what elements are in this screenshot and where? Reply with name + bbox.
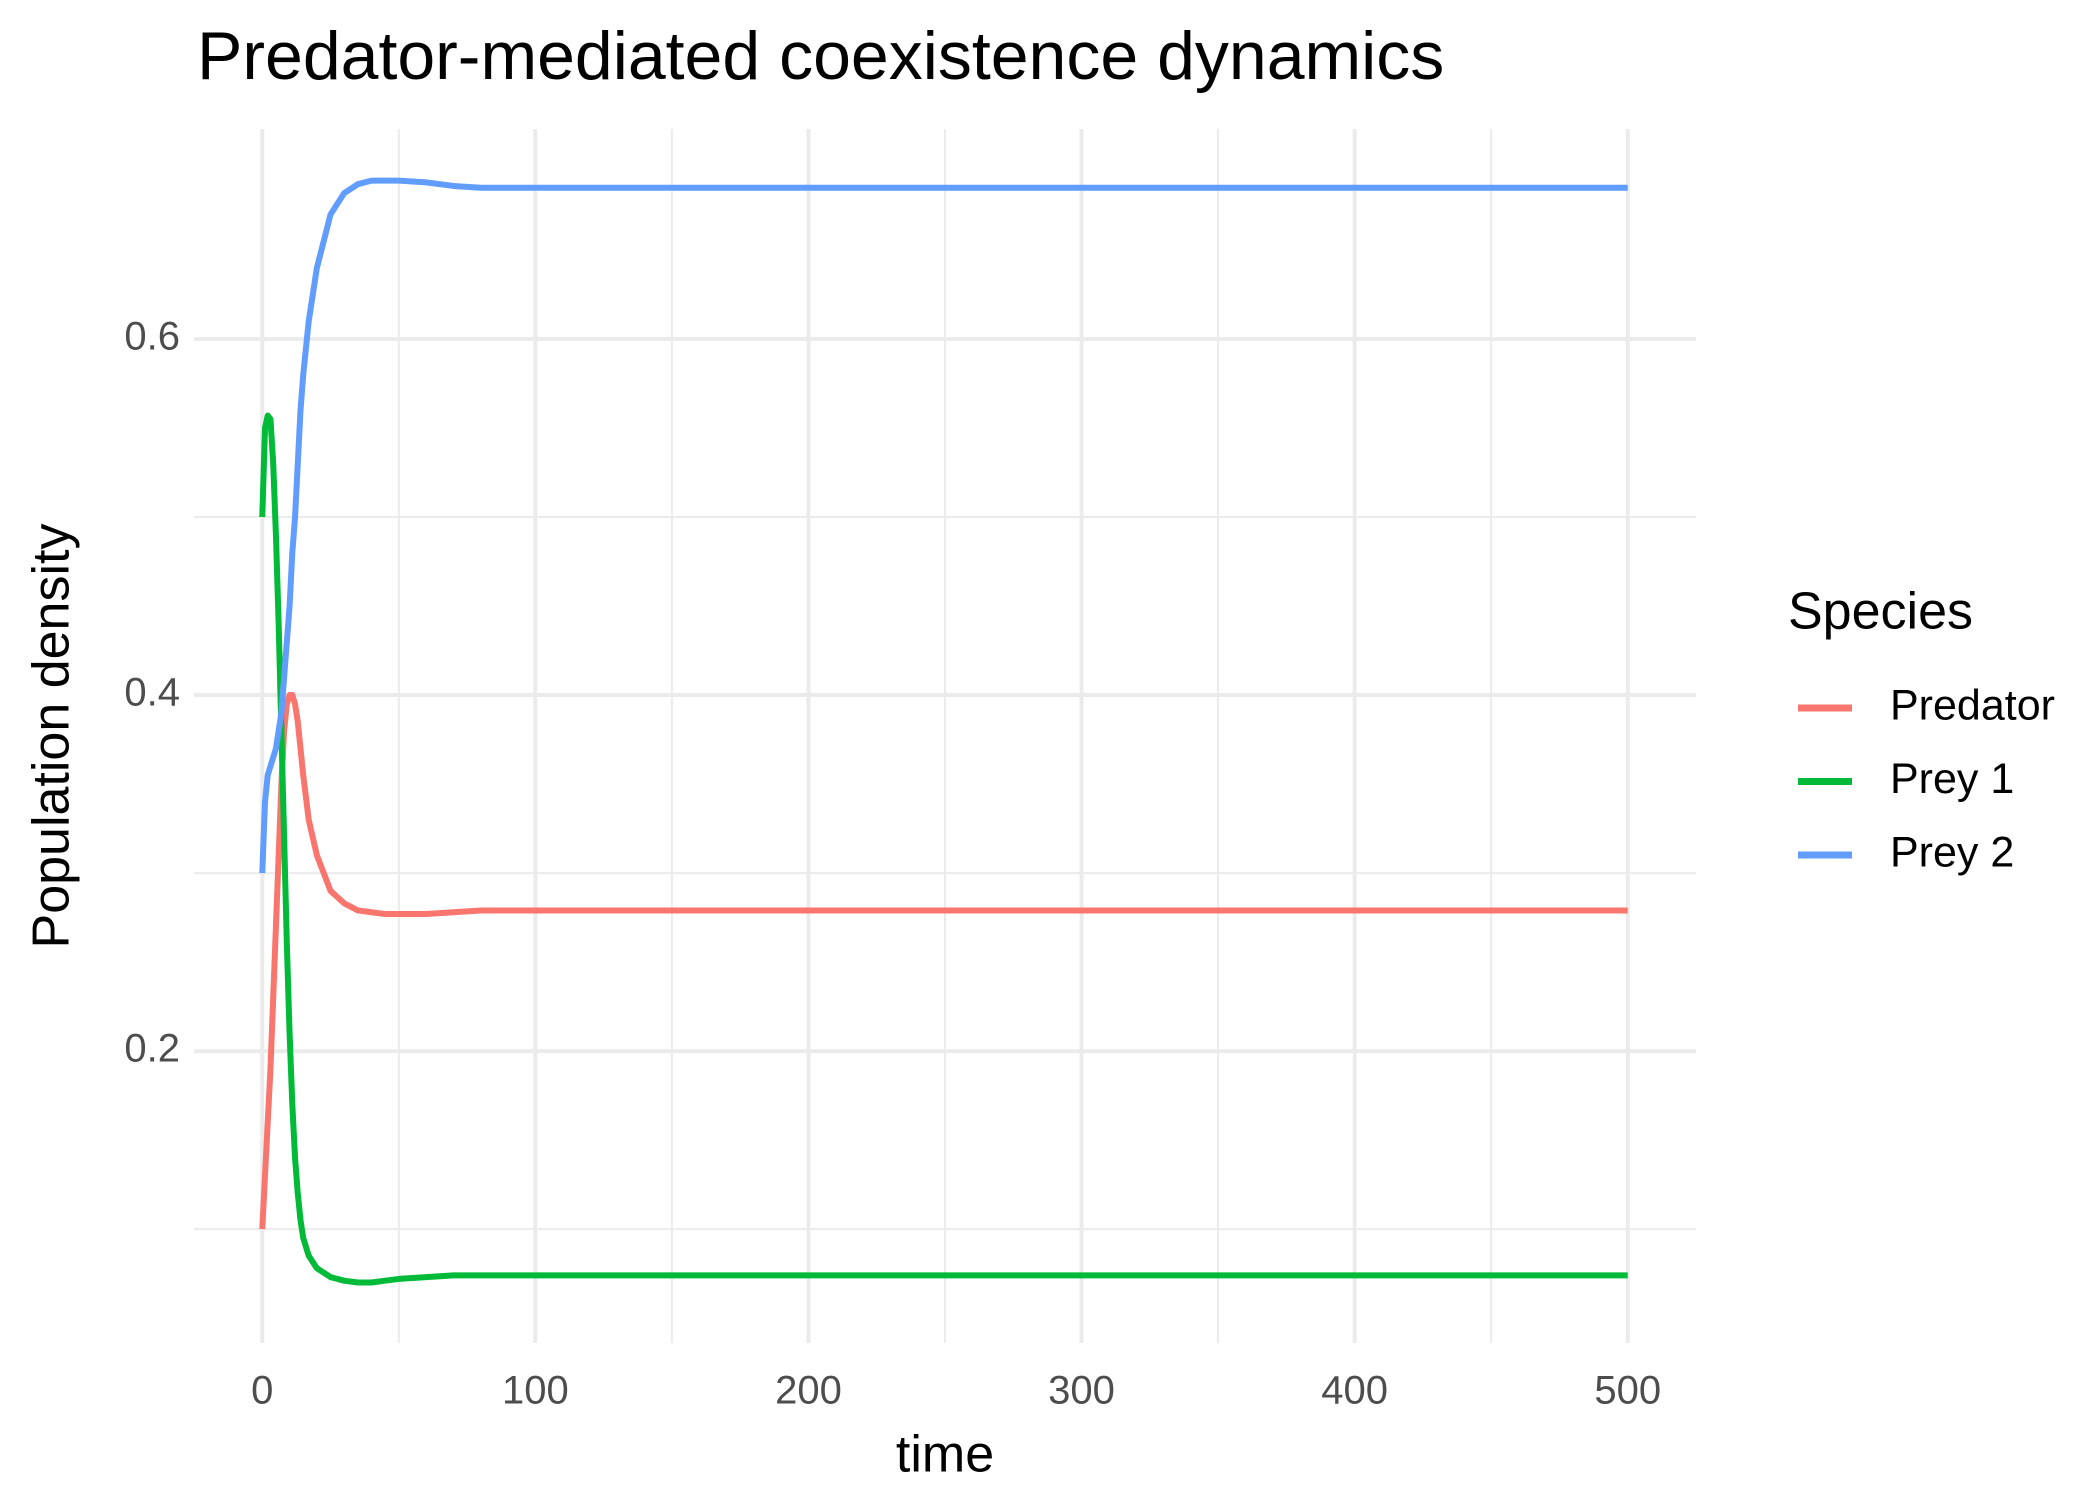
series-line <box>259 177 1628 874</box>
legend-label: Predator <box>1890 681 2055 729</box>
x-tick-label: 300 <box>1048 1369 1115 1413</box>
x-tick-label: 100 <box>502 1369 569 1413</box>
series-line <box>259 692 1628 1230</box>
legend-label: Prey 2 <box>1890 828 2014 876</box>
x-tick-label: 0 <box>251 1369 273 1413</box>
series-line <box>259 412 1628 1286</box>
chart-title: Predator-mediated coexistence dynamics <box>197 18 1444 94</box>
legend-label: Prey 1 <box>1890 755 2014 803</box>
y-axis-title: Population density <box>23 524 81 949</box>
x-tick-label: 200 <box>775 1369 842 1413</box>
x-tick-label: 500 <box>1594 1369 1661 1413</box>
y-tick-label: 0.6 <box>124 315 180 359</box>
legend-title: Species <box>1788 583 1973 641</box>
x-axis-title: time <box>896 1426 994 1484</box>
x-tick-label: 400 <box>1321 1369 1388 1413</box>
y-tick-label: 0.4 <box>124 671 180 715</box>
y-tick-label: 0.2 <box>124 1027 180 1071</box>
